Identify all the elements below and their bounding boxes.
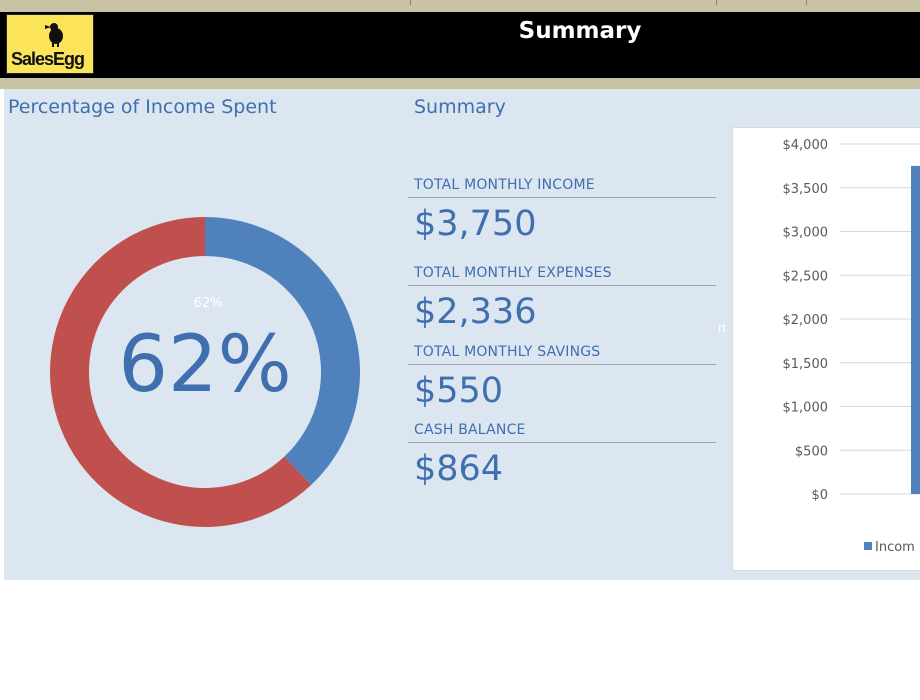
y-tick-label: $2,000 <box>783 313 829 328</box>
kpi-divider <box>408 197 716 198</box>
y-tick-label: $4,000 <box>783 138 829 153</box>
y-tick-label: $3,000 <box>783 226 829 241</box>
donut-slice-label: 62% <box>193 296 223 311</box>
kpi-label-cash-balance: CASH BALANCE <box>414 422 526 438</box>
donut-chart <box>40 207 370 537</box>
truncated-text: rt <box>718 320 726 335</box>
kpi-value-income: $3,750 <box>414 204 537 244</box>
kpi-label-savings: TOTAL MONTHLY SAVINGS <box>414 344 601 360</box>
header-bar <box>0 12 920 78</box>
salesegg-logo: SalesEgg <box>6 14 94 74</box>
header-bottom-border <box>0 78 920 89</box>
donut-center-value: 62% <box>118 320 292 410</box>
column-divider <box>410 0 411 5</box>
kpi-value-savings: $550 <box>414 371 504 411</box>
bar-chart: $0 $500 $1,000 $1,500 $2,000 $2,500 $3,000 $3,5… <box>783 138 920 555</box>
y-tick-label: $0 <box>811 488 828 503</box>
column-divider <box>806 0 807 5</box>
top-strip <box>0 0 920 12</box>
kpi-label-income: TOTAL MONTHLY INCOME <box>414 177 595 193</box>
column-divider <box>716 0 717 5</box>
summary-section-title: Summary <box>414 96 506 118</box>
donut-slice-spent <box>49 217 312 527</box>
legend-swatch <box>864 542 872 550</box>
donut-section-title: Percentage of Income Spent <box>8 96 277 118</box>
donut-slice-remaining <box>205 217 360 485</box>
legend-label: Incom <box>875 540 915 555</box>
bar-income <box>911 165 920 494</box>
page-title: Summary <box>518 18 642 44</box>
logo-text: SalesEgg <box>11 49 85 69</box>
kpi-value-cash-balance: $864 <box>414 449 504 489</box>
y-tick-label: $1,500 <box>783 357 829 372</box>
bar-chart-frame[interactable] <box>732 127 920 571</box>
kpi-value-expenses: $2,336 <box>414 292 537 332</box>
egg-bird-icon <box>45 23 63 47</box>
kpi-label-expenses: TOTAL MONTHLY EXPENSES <box>414 265 612 281</box>
y-tick-label: $1,000 <box>783 401 829 416</box>
y-tick-label: $3,500 <box>783 182 829 197</box>
kpi-divider <box>408 442 716 443</box>
y-tick-label: $2,500 <box>783 269 829 284</box>
y-tick-label: $500 <box>795 444 828 459</box>
kpi-divider <box>408 285 716 286</box>
kpi-divider <box>408 364 716 365</box>
